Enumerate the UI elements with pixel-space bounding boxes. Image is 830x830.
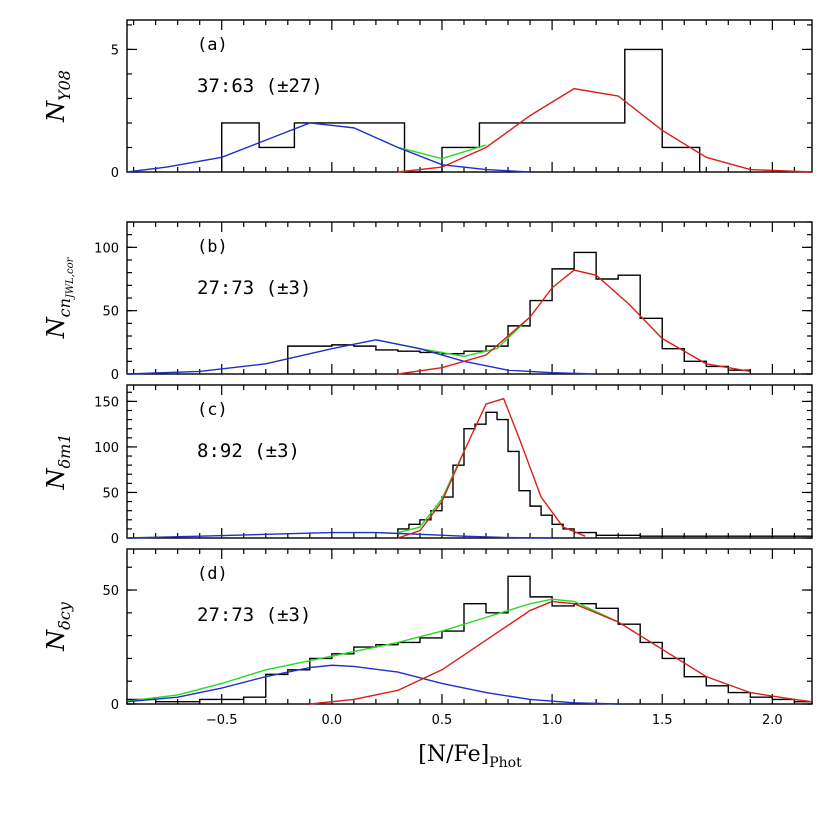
population-ratio: 37:63 (±27)	[197, 75, 323, 97]
panel-c: 0 50 100 150 (c) 8:92 (±3) Nδm1	[42, 384, 813, 547]
panel-frame	[126, 19, 813, 173]
x-axis-label: [N/Fe]Phot	[418, 742, 522, 771]
population-ratio: 27:73 (±3)	[197, 604, 311, 626]
low-n-component-curve	[126, 664, 619, 705]
high-n-component-curve	[397, 87, 813, 173]
y-axis-label-main: N	[42, 467, 70, 490]
y-axis-label-main: N	[42, 100, 70, 123]
panel-a: 0 5 (a) 37:63 (±27) NY08	[42, 19, 813, 181]
y-tick-label: 50	[102, 486, 119, 501]
x-tick-label: 2.0	[762, 713, 783, 728]
y-axis-label-sub: δcy	[55, 601, 74, 630]
x-tick-label: 0.0	[321, 713, 342, 728]
panel-frame	[126, 548, 813, 705]
y-tick-label: 5	[111, 43, 119, 58]
y-axis-label-sub: Y08	[55, 70, 74, 101]
y-axis-label-main: N	[42, 316, 70, 339]
y-axis-label-main: N	[42, 629, 70, 652]
y-axis-label: NcnJWL,cor	[42, 256, 76, 339]
x-axis-label-sub: Phot	[489, 755, 522, 771]
x-tick-labels: −0.5 0.0 0.5 1.0 1.5 2.0	[206, 713, 783, 728]
panel-letter: (b)	[197, 237, 228, 257]
panel-letter: (c)	[197, 400, 228, 420]
y-tick-label: 50	[102, 305, 119, 320]
y-tick-label: 0	[111, 532, 119, 547]
y-tick-label: 50	[102, 584, 119, 599]
y-tick-label: 0	[111, 698, 119, 713]
y-tick-label: 100	[94, 441, 119, 456]
panel-b: 0 50 100 (b) 27:73 (±3) NcnJWL,cor	[42, 221, 813, 383]
x-tick-label: 1.0	[542, 713, 563, 728]
low-n-component-curve	[126, 339, 597, 375]
population-ratio: 27:73 (±3)	[197, 277, 311, 299]
histogram-series	[221, 48, 701, 173]
high-n-component-curve	[397, 269, 751, 375]
panel-frame	[126, 384, 813, 539]
population-ratio: 8:92 (±3)	[197, 440, 300, 462]
y-tick-label: 150	[94, 395, 119, 410]
y-axis-label: Nδm1	[42, 434, 74, 491]
panel-letter: (d)	[197, 564, 228, 584]
sum-fit-curve	[397, 144, 487, 160]
x-tick-label: 0.5	[432, 713, 453, 728]
x-axis-label-main: [N/Fe]	[418, 742, 489, 767]
y-tick-label: 0	[111, 368, 119, 383]
high-n-component-curve	[309, 600, 813, 705]
panel-letter: (a)	[197, 35, 228, 55]
low-n-component-curve	[126, 531, 553, 539]
y-tick-label: 100	[94, 241, 119, 256]
x-tick-label: 1.5	[652, 713, 673, 728]
y-axis-label-sub2: JWL,cor	[65, 256, 76, 300]
histogram-series	[287, 251, 752, 374]
y-axis-label: NY08	[42, 70, 74, 123]
y-axis-label-sub: δm1	[55, 434, 74, 469]
panel-d: 0 50 (d) 27:73 (±3) Nδcy	[42, 548, 813, 713]
x-tick-label: −0.5	[206, 713, 238, 728]
histogram-series	[397, 411, 813, 538]
low-n-component-curve	[126, 122, 531, 173]
y-axis-label-sub: cn	[55, 298, 74, 317]
sum-fit-curve	[126, 598, 619, 702]
y-axis-label: Nδcy	[42, 601, 74, 652]
histogram-series	[126, 575, 813, 704]
high-n-component-curve	[397, 397, 586, 539]
y-tick-label: 0	[111, 166, 119, 181]
